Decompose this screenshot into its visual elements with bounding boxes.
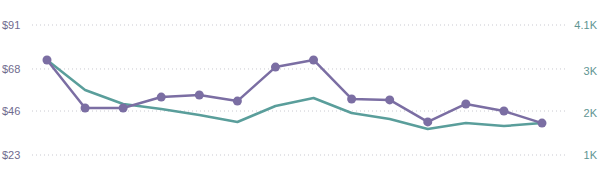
point [81,103,90,112]
point [347,94,356,103]
point [309,55,318,64]
y2-tick-label: 3K [584,65,598,77]
point [538,119,547,128]
y2-tick-label: 2K [584,107,598,119]
point [271,63,280,72]
point [423,117,432,126]
point [461,99,470,108]
grid-line [32,111,565,112]
plot-area [43,55,547,129]
y-tick-label: $46 [2,105,20,117]
point [195,90,204,99]
y2-tick-label: 4.1K [574,19,597,31]
grid-line [32,68,565,69]
y2-tick-label: 1K [584,149,598,161]
y-tick-label: $91 [2,19,20,31]
series-line [47,60,542,129]
point [233,97,242,106]
grid-line [32,25,565,26]
point [385,95,394,104]
point [43,55,52,64]
point [499,107,508,116]
point [119,103,128,112]
y-tick-label: $68 [2,63,20,75]
grid-line [32,155,565,156]
series-line [47,60,542,123]
y-tick-label: $23 [2,149,20,161]
chart: $23 $46 $68 $91 1K 2K 3K 4.1K [0,0,600,194]
point [157,93,166,102]
